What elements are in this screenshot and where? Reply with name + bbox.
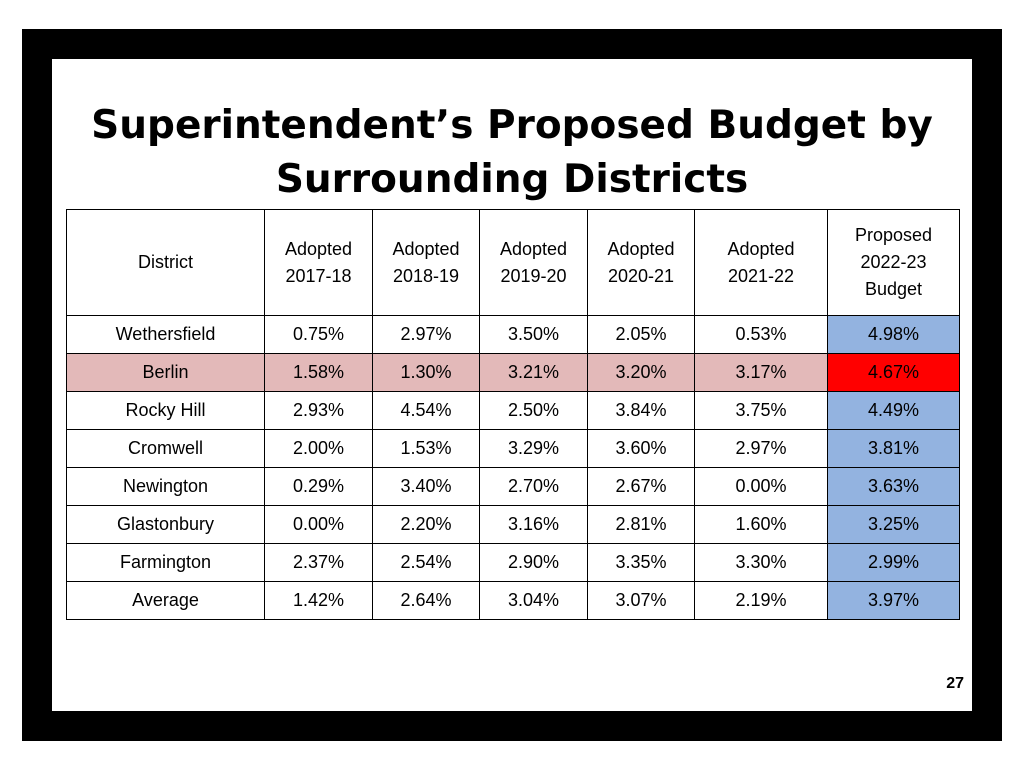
district-cell: Rocky Hill: [66, 391, 265, 430]
value-cell: 2.54%: [372, 543, 480, 582]
table-row: Newington 0.29% 3.40% 2.70% 2.67% 0.00% …: [66, 467, 960, 506]
proposed-cell-highlighted: 4.67%: [827, 353, 960, 392]
proposed-cell: 3.97%: [827, 581, 960, 620]
value-cell: 3.04%: [479, 581, 588, 620]
table-body: Wethersfield 0.75% 2.97% 3.50% 2.05% 0.5…: [66, 315, 960, 620]
title-line-1: Superintendent’s Proposed Budget by: [91, 103, 933, 148]
table-row: Cromwell 2.00% 1.53% 3.29% 3.60% 2.97% 3…: [66, 429, 960, 468]
header-proposed-2022-23: Proposed 2022-23 Budget: [827, 209, 960, 316]
value-cell: 4.54%: [372, 391, 480, 430]
table-row: Rocky Hill 2.93% 4.54% 2.50% 3.84% 3.75%…: [66, 391, 960, 430]
header-adopted-2021-22: Adopted 2021-22: [694, 209, 828, 316]
proposed-cell: 3.25%: [827, 505, 960, 544]
value-cell: 2.97%: [372, 315, 480, 354]
value-cell: 2.50%: [479, 391, 588, 430]
value-cell: 3.20%: [587, 353, 695, 392]
value-cell: 2.97%: [694, 429, 828, 468]
value-cell: 0.53%: [694, 315, 828, 354]
district-cell: Farmington: [66, 543, 265, 582]
value-cell: 0.00%: [694, 467, 828, 506]
district-cell: Newington: [66, 467, 265, 506]
value-cell: 3.29%: [479, 429, 588, 468]
value-cell: 2.64%: [372, 581, 480, 620]
slide: Superintendent’s Proposed Budget by Surr…: [52, 59, 972, 711]
value-cell: 2.70%: [479, 467, 588, 506]
slide-title: Superintendent’s Proposed Budget by Surr…: [52, 99, 972, 207]
value-cell: 3.16%: [479, 505, 588, 544]
value-cell: 2.20%: [372, 505, 480, 544]
value-cell: 3.21%: [479, 353, 588, 392]
value-cell: 3.75%: [694, 391, 828, 430]
proposed-cell: 2.99%: [827, 543, 960, 582]
header-adopted-2020-21: Adopted 2020-21: [587, 209, 695, 316]
value-cell: 2.81%: [587, 505, 695, 544]
district-cell: Cromwell: [66, 429, 265, 468]
value-cell: 1.42%: [264, 581, 373, 620]
value-cell: 1.58%: [264, 353, 373, 392]
proposed-cell: 4.98%: [827, 315, 960, 354]
value-cell: 3.84%: [587, 391, 695, 430]
table-row: Glastonbury 0.00% 2.20% 3.16% 2.81% 1.60…: [66, 505, 960, 544]
table-row: Wethersfield 0.75% 2.97% 3.50% 2.05% 0.5…: [66, 315, 960, 354]
value-cell: 3.40%: [372, 467, 480, 506]
district-cell: Berlin: [66, 353, 265, 392]
value-cell: 3.30%: [694, 543, 828, 582]
value-cell: 0.29%: [264, 467, 373, 506]
page-number: 27: [946, 675, 964, 692]
district-cell: Wethersfield: [66, 315, 265, 354]
district-cell: Average: [66, 581, 265, 620]
header-district: District: [66, 209, 265, 316]
value-cell: 0.75%: [264, 315, 373, 354]
value-cell: 1.53%: [372, 429, 480, 468]
value-cell: 2.00%: [264, 429, 373, 468]
value-cell: 3.07%: [587, 581, 695, 620]
proposed-cell: 3.63%: [827, 467, 960, 506]
header-adopted-2018-19: Adopted 2018-19: [372, 209, 480, 316]
value-cell: 2.37%: [264, 543, 373, 582]
header-adopted-2019-20: Adopted 2019-20: [479, 209, 588, 316]
value-cell: 3.17%: [694, 353, 828, 392]
district-cell: Glastonbury: [66, 505, 265, 544]
value-cell: 3.60%: [587, 429, 695, 468]
proposed-cell: 3.81%: [827, 429, 960, 468]
value-cell: 2.05%: [587, 315, 695, 354]
value-cell: 2.67%: [587, 467, 695, 506]
value-cell: 2.93%: [264, 391, 373, 430]
value-cell: 0.00%: [264, 505, 373, 544]
value-cell: 3.35%: [587, 543, 695, 582]
value-cell: 2.90%: [479, 543, 588, 582]
table-row-highlighted: Berlin 1.58% 1.30% 3.21% 3.20% 3.17% 4.6…: [66, 353, 960, 392]
value-cell: 1.30%: [372, 353, 480, 392]
header-row: District Adopted 2017-18 Adopted 2018-19…: [66, 209, 960, 316]
proposed-cell: 4.49%: [827, 391, 960, 430]
value-cell: 2.19%: [694, 581, 828, 620]
header-adopted-2017-18: Adopted 2017-18: [264, 209, 373, 316]
slide-frame: Superintendent’s Proposed Budget by Surr…: [22, 29, 1002, 741]
value-cell: 3.50%: [479, 315, 588, 354]
title-line-2: Surrounding Districts: [275, 157, 749, 202]
value-cell: 1.60%: [694, 505, 828, 544]
table-row-average: Average 1.42% 2.64% 3.04% 3.07% 2.19% 3.…: [66, 581, 960, 620]
budget-table: District Adopted 2017-18 Adopted 2018-19…: [66, 209, 960, 620]
table-row: Farmington 2.37% 2.54% 2.90% 3.35% 3.30%…: [66, 543, 960, 582]
